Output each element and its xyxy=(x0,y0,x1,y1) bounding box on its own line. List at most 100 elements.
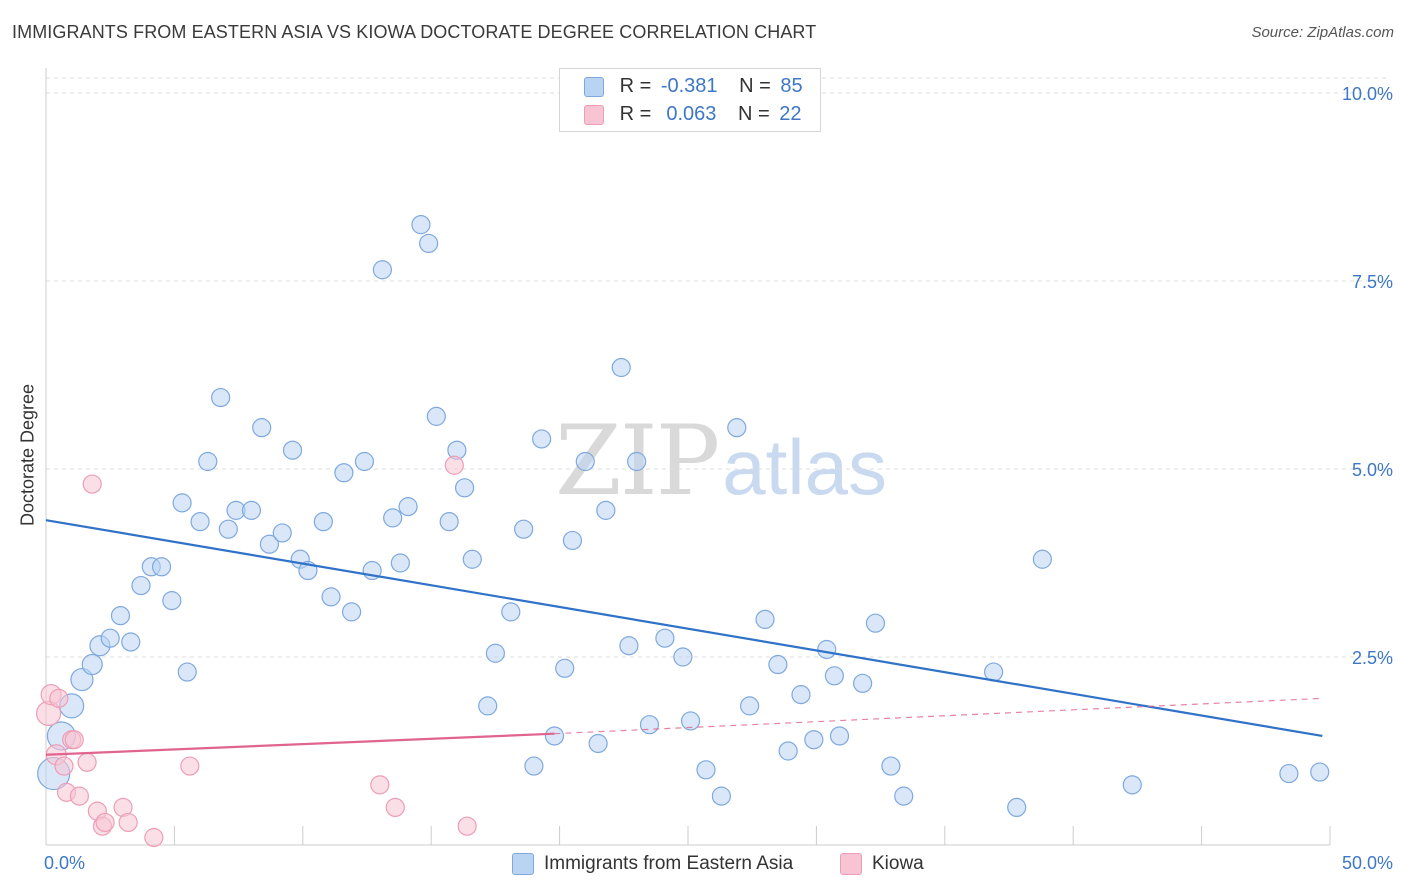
eastern-asia-point xyxy=(259,534,280,554)
eastern-asia-point xyxy=(824,666,844,686)
n-label: N = xyxy=(739,75,771,97)
eastern-asia-point xyxy=(655,628,675,648)
eastern-asia-point xyxy=(619,636,639,656)
pink-swatch-icon xyxy=(840,852,862,875)
eastern-asia-point xyxy=(100,628,120,648)
r-value: 0.063 xyxy=(660,103,717,125)
chart-title: IMMIGRANTS FROM EASTERN ASIA VS KIOWA DO… xyxy=(12,22,817,42)
x-tick-label-max: 50.0% xyxy=(1342,853,1393,873)
eastern-asia-point xyxy=(627,451,647,472)
eastern-asia-point xyxy=(398,497,418,517)
blue-swatch-icon xyxy=(584,76,604,97)
eastern-asia-point xyxy=(198,451,218,472)
eastern-asia-point xyxy=(740,696,760,716)
eastern-asia-point xyxy=(321,587,341,607)
kiowa-point xyxy=(118,812,138,833)
eastern-asia-point xyxy=(532,429,552,449)
kiowa-point xyxy=(54,756,74,776)
eastern-asia-point xyxy=(501,602,521,622)
eastern-asia-point xyxy=(390,553,410,573)
eastern-asia-point xyxy=(639,715,660,735)
eastern-asia-point xyxy=(131,575,151,596)
eastern-asia-point xyxy=(354,451,375,472)
y-tick-label: 10.0% xyxy=(1342,84,1393,104)
eastern-asia-point xyxy=(588,733,608,754)
legend-row-eastern-asia: R = -0.381 N = 85 xyxy=(584,73,803,99)
legend-label-kiowa: Kiowa xyxy=(872,853,924,874)
eastern-asia-point xyxy=(768,654,788,675)
eastern-asia-point xyxy=(419,233,439,254)
eastern-asia-point xyxy=(334,463,354,483)
eastern-asia-point xyxy=(711,786,731,806)
r-label: R = xyxy=(619,75,652,97)
eastern-asia-point xyxy=(575,451,595,472)
kiowa-trend-line xyxy=(45,732,555,756)
eastern-asia-point xyxy=(1279,763,1299,784)
eastern-asia-point xyxy=(462,549,482,569)
eastern-asia-point xyxy=(853,673,873,693)
eastern-asia-point xyxy=(791,685,811,705)
kiowa-point xyxy=(180,756,200,776)
eastern-asia-point xyxy=(81,653,103,676)
kiowa-point xyxy=(64,730,84,750)
kiowa-point xyxy=(144,827,164,848)
legend-label-eastern-asia: Immigrants from Eastern Asia xyxy=(544,853,794,874)
eastern-asia-point xyxy=(696,760,716,780)
x-tick-label-min: 0.0% xyxy=(44,853,85,873)
eastern-asia-point xyxy=(411,215,431,235)
eastern-asia-point xyxy=(190,512,210,532)
kiowa-point xyxy=(49,688,69,708)
eastern-asia-point xyxy=(804,730,824,750)
eastern-asia-point xyxy=(544,726,565,746)
eastern-asia-point xyxy=(211,387,231,408)
kiowa-point xyxy=(370,775,390,795)
eastern-asia-point xyxy=(70,667,94,692)
eastern-asia-point xyxy=(829,726,850,746)
eastern-asia-point xyxy=(439,512,459,532)
eastern-asia-point xyxy=(755,609,775,630)
eastern-asia-point xyxy=(121,632,141,652)
eastern-asia-point xyxy=(555,658,575,678)
n-label: N = xyxy=(737,103,770,125)
eastern-asia-point xyxy=(341,602,362,622)
eastern-asia-point xyxy=(485,643,505,663)
eastern-asia-point xyxy=(673,647,693,667)
eastern-asia-point xyxy=(272,523,292,543)
kiowa-point xyxy=(444,455,464,475)
eastern-asia-point xyxy=(241,500,262,520)
kiowa-point xyxy=(69,786,89,806)
correlation-legend: R = -0.381 N = 85 R = 0.063 N = 22 xyxy=(559,68,821,132)
y-tick-label: 5.0% xyxy=(1352,460,1393,480)
eastern-asia-point xyxy=(151,557,172,577)
eastern-asia-point xyxy=(177,662,197,682)
source-credit: Source: ZipAtlas.com xyxy=(1251,24,1394,41)
r-label: R = xyxy=(619,103,652,125)
eastern-asia-point xyxy=(172,493,192,513)
eastern-asia-point xyxy=(454,478,475,498)
eastern-asia-point xyxy=(881,756,901,776)
eastern-asia-point xyxy=(562,530,583,551)
eastern-asia-point xyxy=(778,741,798,761)
y-axis-label: Doctorate Degree xyxy=(17,383,38,527)
eastern-asia-point xyxy=(313,512,333,532)
n-value: 22 xyxy=(779,103,802,125)
eastern-asia-point xyxy=(514,519,534,539)
eastern-asia-point xyxy=(478,696,498,716)
eastern-asia-point xyxy=(218,519,238,539)
eastern-asia-point xyxy=(817,639,837,660)
legend-row-kiowa: R = 0.063 N = 22 xyxy=(584,101,801,127)
eastern-asia-point xyxy=(1122,775,1142,795)
kiowa-point xyxy=(95,812,115,833)
eastern-asia-point xyxy=(1007,797,1027,818)
eastern-asia-point xyxy=(680,711,701,731)
eastern-asia-trend-line xyxy=(45,519,1323,738)
n-value: 85 xyxy=(780,75,803,97)
kiowa-point xyxy=(457,816,477,836)
eastern-asia-point xyxy=(282,440,303,460)
eastern-asia-point xyxy=(894,786,914,806)
eastern-asia-point xyxy=(162,591,182,611)
eastern-asia-point xyxy=(596,500,616,520)
eastern-asia-point xyxy=(1032,549,1052,569)
eastern-asia-point xyxy=(383,508,403,528)
